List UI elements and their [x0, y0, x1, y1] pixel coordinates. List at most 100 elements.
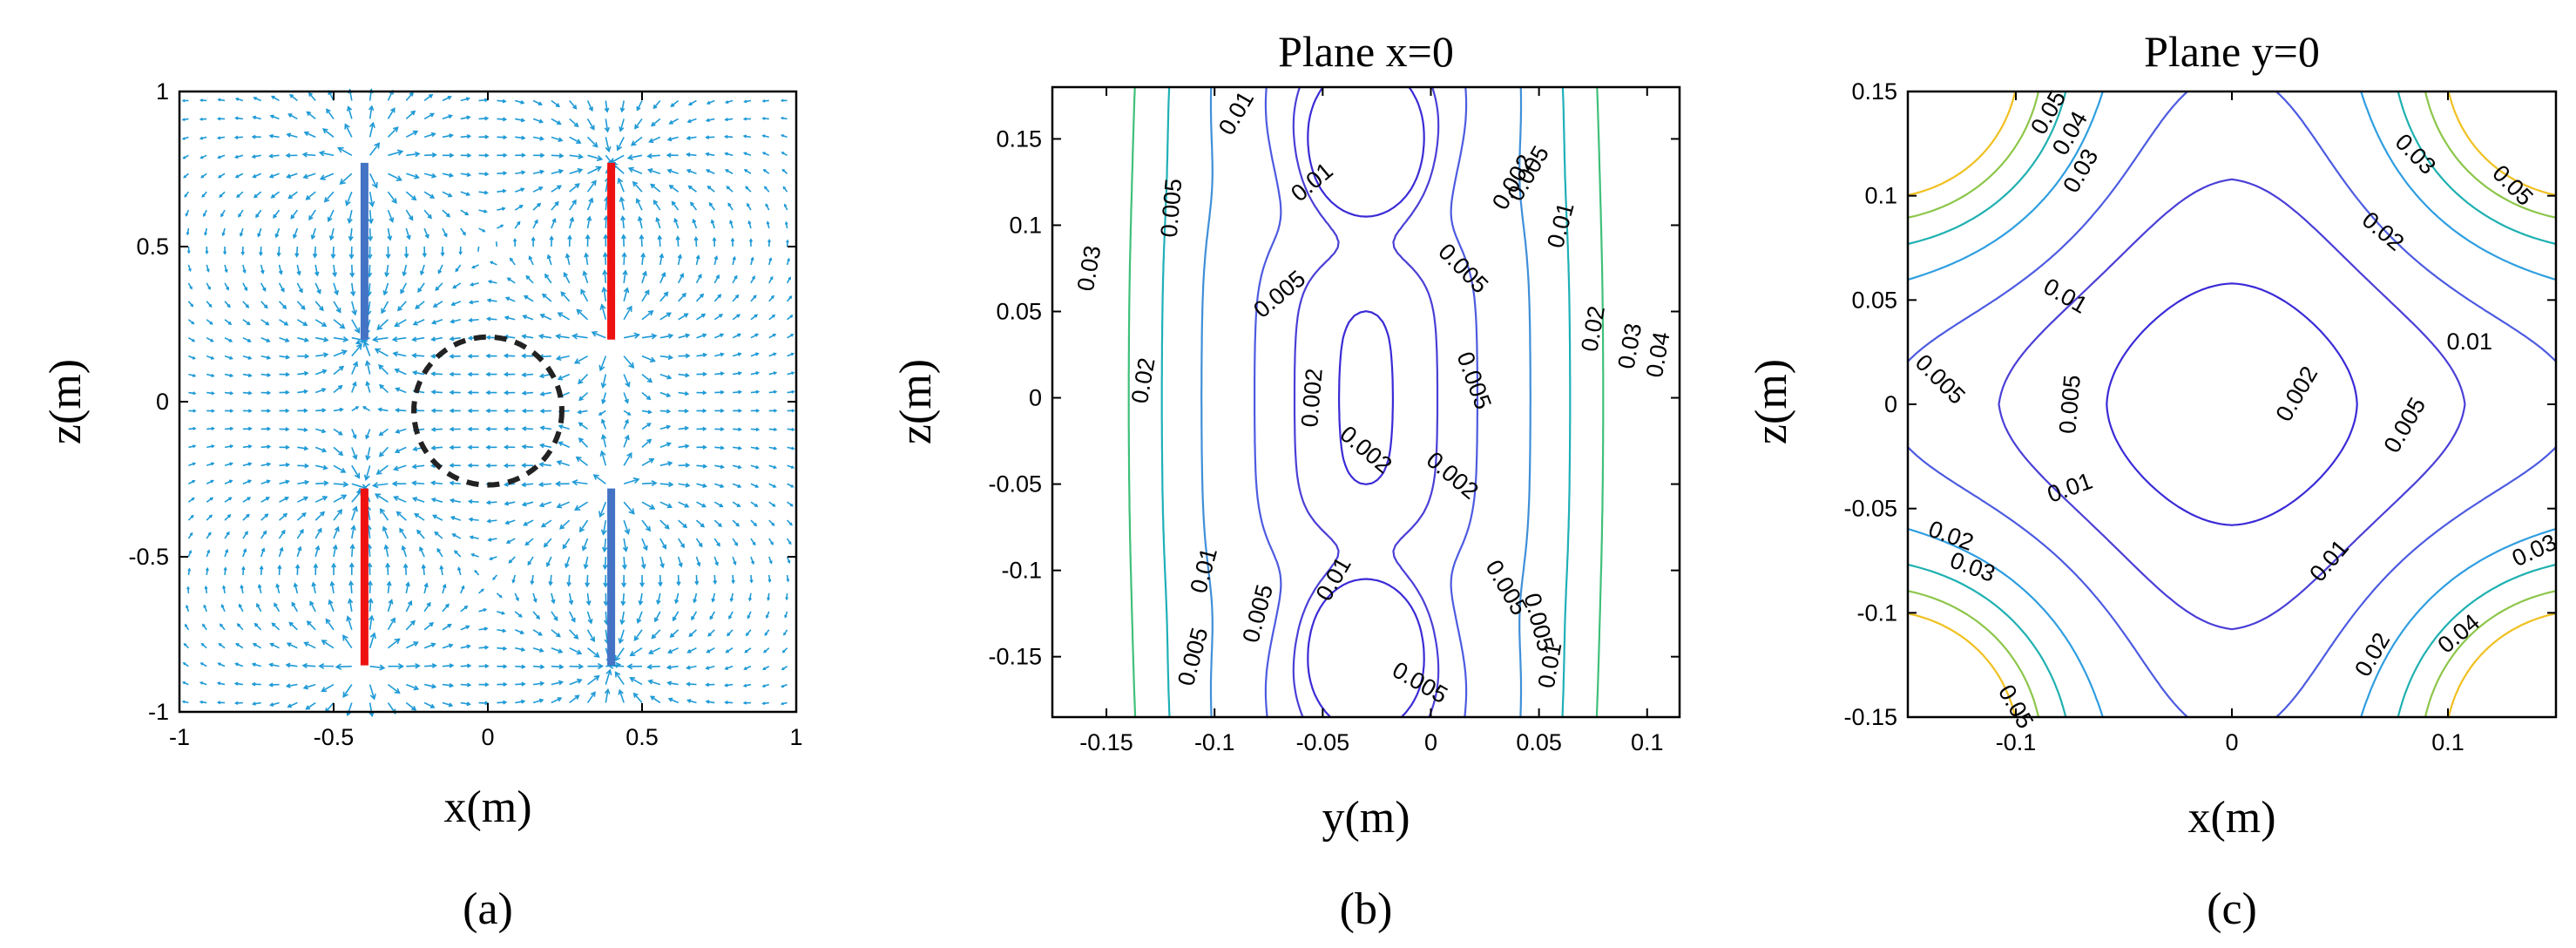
- panel-a-arrowhead: [326, 108, 331, 114]
- panel-a-arrowhead: [686, 152, 691, 158]
- panel-a-arrowhead: [321, 408, 327, 413]
- panel-a-arrow: [623, 374, 630, 387]
- panel-a-arrow: [273, 209, 281, 219]
- panel-a-arrow: [269, 683, 280, 687]
- panel-a-arrowhead: [189, 286, 193, 290]
- panel-a-arrowhead: [411, 464, 417, 470]
- panel-a-arrow: [568, 611, 576, 622]
- panel-a-arrowhead: [229, 373, 234, 378]
- panel-a-arrowhead: [403, 253, 409, 259]
- panel-a-arrow: [333, 509, 342, 521]
- panel-a-arrowhead: [368, 121, 375, 128]
- panel-a-arrowhead: [593, 652, 600, 658]
- panel-a-arrow: [586, 100, 593, 112]
- panel-a-arrow: [395, 319, 407, 327]
- panel-a-arrow: [677, 556, 682, 567]
- panel-a-arrow: [442, 624, 451, 631]
- panel-a-arrowhead: [323, 197, 330, 203]
- panel-a-arrowhead: [318, 150, 325, 157]
- panel-a-arrowhead: [192, 479, 196, 484]
- panel-a-arrow: [368, 633, 375, 648]
- panel-a-arrowhead: [411, 195, 417, 201]
- panel-a-arrowhead: [639, 234, 645, 240]
- panel-a-arrowhead: [247, 462, 253, 466]
- panel-a-arrowhead: [327, 216, 333, 223]
- panel-a-arrow: [347, 616, 353, 631]
- panel-a-arrow: [659, 355, 673, 359]
- panel-a-arrowhead: [702, 483, 707, 488]
- panel-a-arrowhead: [700, 523, 706, 528]
- panel-a-arrow: [587, 154, 602, 160]
- panel-a-arrow: [706, 665, 715, 669]
- panel-a-arrowhead: [565, 563, 570, 569]
- panel-a-arrow: [659, 312, 672, 321]
- panel-a-arrowhead: [355, 406, 360, 410]
- panel-a-arrow: [436, 548, 443, 558]
- panel-a-arrowhead: [521, 681, 526, 687]
- panel-a-arrowhead: [238, 603, 242, 608]
- panel-a-arrowhead: [602, 269, 608, 275]
- panel-a-arrowhead: [620, 234, 626, 240]
- panel-a-arrow: [628, 154, 643, 159]
- panel-a-arrowhead: [686, 699, 692, 703]
- panel-a-arrowhead: [339, 407, 344, 412]
- panel-a-arrowhead: [716, 542, 720, 547]
- panel-a-arrow: [279, 480, 289, 485]
- panel-a-arrowhead: [742, 683, 747, 687]
- panel-a-arrowhead: [190, 303, 194, 308]
- panel-c-title: Plane y=0: [2144, 27, 2320, 76]
- panel-a-arrow: [599, 356, 607, 371]
- panel-a-arrowhead: [251, 154, 256, 159]
- panel-a-arrow: [669, 118, 679, 125]
- panel-a-arrowhead: [503, 681, 508, 687]
- panel-a-arrowhead: [629, 650, 636, 657]
- panel-a-arrowhead: [571, 333, 578, 340]
- panel-a-arrow: [269, 663, 280, 667]
- panel-a-arrowhead: [637, 215, 643, 221]
- panel-a-arrowhead: [294, 253, 300, 258]
- panel-a-arrowhead: [445, 603, 450, 608]
- panel-a-arrowhead: [330, 254, 336, 260]
- panel-a-arrowhead: [773, 427, 778, 432]
- panel-a-arrowhead: [183, 642, 187, 647]
- panel-a-arrowhead: [277, 564, 282, 570]
- panel-a-arrowhead: [363, 474, 370, 481]
- panel-a-arrowhead: [620, 214, 626, 221]
- panel-a-arrowhead: [747, 202, 750, 207]
- panel-a-arrow: [297, 390, 308, 394]
- panel-a-arrow: [713, 294, 721, 302]
- panel-a-arrow: [696, 354, 707, 357]
- panel-a-arrowhead: [414, 512, 420, 518]
- panel-a-arrow: [376, 319, 389, 330]
- panel-a-arrowhead: [502, 628, 507, 633]
- panel-a-arrowhead: [474, 569, 477, 573]
- panel-a-arrowhead: [520, 100, 525, 105]
- panel-a-arrow: [659, 273, 666, 284]
- panel-a-arrowhead: [367, 236, 374, 242]
- panel-a-arrow: [659, 410, 670, 413]
- panel-a-arrowhead: [523, 295, 529, 300]
- panel-a-arrowhead: [188, 549, 193, 554]
- panel-a-arrow: [412, 482, 425, 485]
- panel-a-arrowhead: [193, 409, 197, 413]
- panel-a-arrow: [308, 92, 316, 101]
- panel-a-arrowhead: [784, 614, 788, 619]
- panel-a-arrowhead: [577, 167, 584, 174]
- panel-a-arrowhead: [683, 313, 689, 318]
- panel-a-arrowhead: [753, 522, 758, 527]
- panel-a-arrowhead: [347, 598, 354, 604]
- panel-a-arrowhead: [668, 481, 674, 488]
- panel-c-ytick-label: -0.05: [1843, 496, 1897, 522]
- panel-a-arrowhead: [466, 663, 472, 668]
- panel-a-arrowhead: [436, 547, 441, 552]
- panel-a-arrowhead: [558, 137, 564, 142]
- panel-a-arrowhead: [394, 687, 401, 694]
- panel-a-arrowhead: [600, 529, 607, 536]
- panel-a-arrowhead: [257, 583, 262, 588]
- panel-a-arrow: [648, 169, 661, 174]
- panel-a-arrow: [622, 592, 625, 606]
- panel-a-arrowhead: [485, 353, 490, 359]
- panel-a-arrowhead: [578, 153, 585, 159]
- panel-a-arrowhead: [587, 619, 593, 625]
- panel-a-arrowhead: [257, 233, 261, 238]
